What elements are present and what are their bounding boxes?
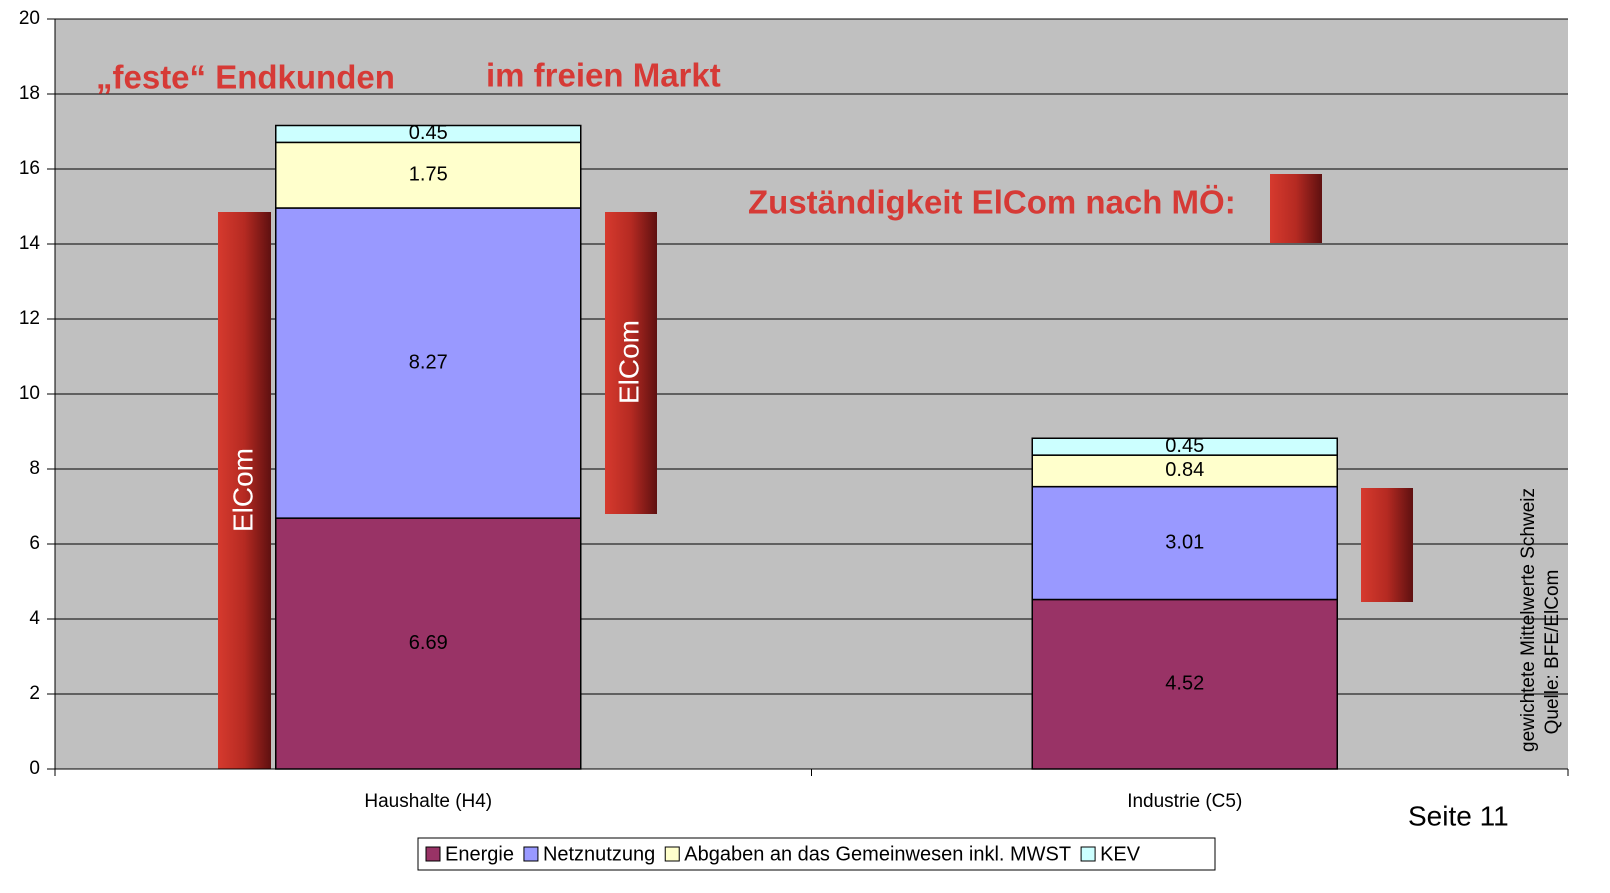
legend-swatch [1080, 846, 1096, 862]
y-tick-label: 18 [19, 83, 40, 104]
x-tick-label: Industrie (C5) [1127, 791, 1242, 812]
bar-segment [275, 124, 582, 144]
bar-segment [275, 517, 582, 770]
y-tick-label: 6 [29, 533, 40, 554]
y-tick-label: 20 [19, 8, 40, 29]
legend-swatch [664, 846, 680, 862]
legend-swatch [425, 846, 441, 862]
elcom-range-key [1270, 174, 1322, 243]
data-label: 3.01 [1165, 531, 1204, 553]
y-tick-label: 12 [19, 308, 40, 329]
y-tick-label: 2 [29, 683, 40, 704]
y-tick-label: 10 [19, 383, 40, 404]
y-tick-label: 16 [19, 158, 40, 179]
x-tick-label: Haushalte (H4) [364, 791, 492, 812]
annotation: im freien Markt [486, 57, 721, 94]
legend-swatch [523, 846, 539, 862]
bar-segment [275, 207, 582, 519]
data-label: 0.84 [1165, 459, 1204, 481]
note: Quelle: BFE/ElCom [1542, 570, 1563, 735]
data-label: 4.52 [1165, 673, 1204, 695]
legend-label: Energie [445, 843, 514, 865]
bar-segment [1031, 598, 1338, 770]
y-tick-label: 4 [29, 608, 40, 629]
note: gewichtete Mittelwerte Schweiz [1518, 488, 1539, 752]
elcom-range [605, 212, 657, 514]
elcom-label: ElCom [613, 320, 644, 404]
elcom-range [1361, 488, 1413, 602]
bar-segment [1031, 437, 1338, 456]
bar-segment [1031, 485, 1338, 601]
data-label: 0.45 [409, 122, 448, 144]
y-tick-label: 8 [29, 458, 40, 479]
y-tick-label: 14 [19, 233, 41, 254]
annotation: Zuständigkeit ElCom nach MÖ: [748, 184, 1236, 221]
legend-label: Abgaben an das Gemeinwesen inkl. MWST [684, 843, 1071, 865]
page-number: Seite 11 [1408, 800, 1509, 831]
elcom-label: ElCom [227, 448, 258, 532]
y-tick-label: 0 [29, 758, 40, 779]
data-label: 8.27 [409, 351, 448, 373]
data-label: 6.69 [409, 632, 448, 654]
elcom-range [218, 212, 271, 769]
legend-label: KEV [1100, 843, 1141, 865]
annotation: „feste“ Endkunden [96, 59, 395, 96]
data-label: 1.75 [409, 163, 448, 185]
legend-label: Netznutzung [543, 843, 655, 865]
bar-segment [275, 141, 582, 209]
data-label: 0.45 [1165, 435, 1204, 457]
bar-segment [1031, 454, 1338, 488]
